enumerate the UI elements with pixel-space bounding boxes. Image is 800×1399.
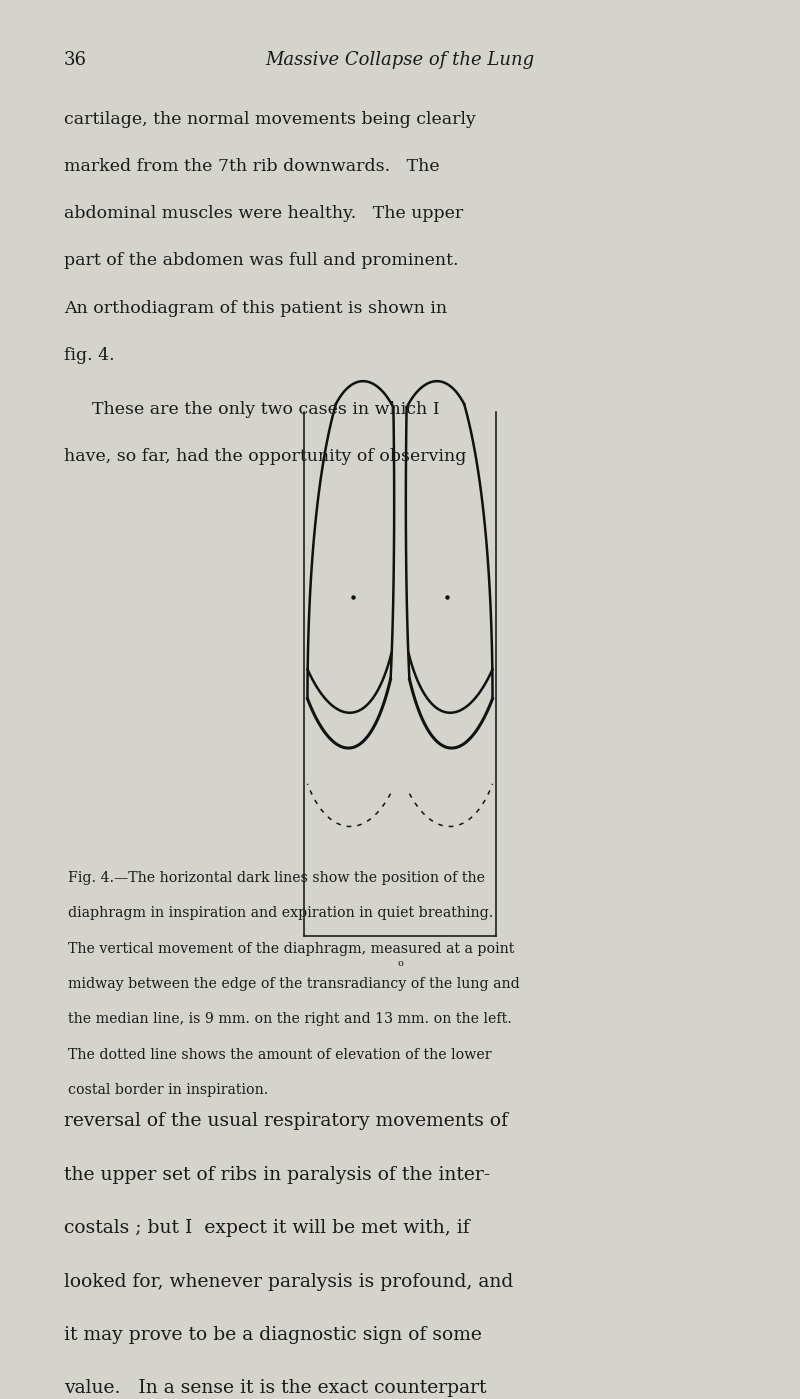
Text: The dotted line shows the amount of elevation of the lower: The dotted line shows the amount of elev… — [68, 1048, 491, 1062]
Text: cartilage, the normal movements being clearly: cartilage, the normal movements being cl… — [64, 111, 476, 127]
Text: looked for, whenever paralysis is profound, and: looked for, whenever paralysis is profou… — [64, 1273, 514, 1290]
Text: the median line, is 9 mm. on the right and 13 mm. on the left.: the median line, is 9 mm. on the right a… — [68, 1013, 512, 1027]
Text: The vertical movement of the diaphragm, measured at a point: The vertical movement of the diaphragm, … — [68, 942, 514, 956]
Text: abdominal muscles were healthy.   The upper: abdominal muscles were healthy. The uppe… — [64, 206, 463, 222]
Text: marked from the 7th rib downwards.   The: marked from the 7th rib downwards. The — [64, 158, 440, 175]
Text: fig. 4.: fig. 4. — [64, 347, 114, 364]
Text: have, so far, had the opportunity of observing: have, so far, had the opportunity of obs… — [64, 448, 466, 464]
Text: diaphragm in inspiration and expiration in quiet breathing.: diaphragm in inspiration and expiration … — [68, 907, 494, 921]
Text: Massive Collapse of the Lung: Massive Collapse of the Lung — [266, 52, 534, 70]
Text: reversal of the usual respiratory movements of: reversal of the usual respiratory moveme… — [64, 1112, 508, 1130]
Text: These are the only two cases in which I: These are the only two cases in which I — [92, 402, 440, 418]
Text: the upper set of ribs in paralysis of the inter-: the upper set of ribs in paralysis of th… — [64, 1165, 490, 1184]
Text: o: o — [397, 960, 403, 968]
Text: An orthodiagram of this patient is shown in: An orthodiagram of this patient is shown… — [64, 299, 447, 316]
Text: part of the abdomen was full and prominent.: part of the abdomen was full and promine… — [64, 252, 458, 270]
Text: 36: 36 — [64, 52, 87, 70]
Text: costals ; but I  expect it will be met with, if: costals ; but I expect it will be met wi… — [64, 1219, 470, 1237]
Text: Fig. 4.—The horizontal dark lines show the position of the: Fig. 4.—The horizontal dark lines show t… — [68, 872, 485, 886]
Text: costal border in inspiration.: costal border in inspiration. — [68, 1083, 268, 1097]
Text: it may prove to be a diagnostic sign of some: it may prove to be a diagnostic sign of … — [64, 1326, 482, 1344]
Text: value.   In a sense it is the exact counterpart: value. In a sense it is the exact counte… — [64, 1379, 486, 1398]
Text: midway between the edge of the transradiancy of the lung and: midway between the edge of the transradi… — [68, 977, 520, 990]
